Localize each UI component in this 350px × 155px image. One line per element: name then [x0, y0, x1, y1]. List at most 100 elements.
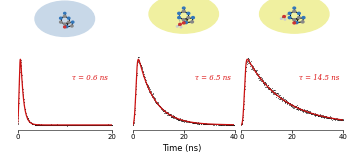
Point [229, 123, 234, 126]
Point [204, 122, 209, 125]
Point [143, 81, 148, 84]
Point [21, 98, 26, 101]
Point [151, 97, 156, 100]
Point [52, 124, 57, 126]
Point [274, 92, 280, 94]
Point [289, 103, 294, 105]
Point [280, 97, 285, 100]
Point [36, 124, 42, 126]
Point [160, 108, 165, 110]
Point [259, 77, 265, 79]
Point [215, 123, 221, 126]
Point [83, 124, 89, 126]
Point [164, 112, 170, 115]
Point [26, 119, 31, 122]
Point [314, 114, 320, 116]
Point [179, 119, 185, 122]
Point [30, 123, 36, 125]
Point [43, 124, 49, 126]
Circle shape [182, 10, 185, 12]
Point [23, 113, 29, 116]
Point [83, 124, 88, 126]
Point [249, 65, 255, 67]
Point [337, 118, 342, 120]
Point [37, 124, 42, 126]
Circle shape [302, 17, 305, 19]
Point [163, 111, 168, 114]
Point [79, 124, 85, 126]
Point [175, 118, 181, 121]
Point [177, 119, 182, 122]
Point [265, 84, 271, 86]
Point [193, 121, 198, 124]
Point [50, 124, 56, 126]
Point [298, 108, 303, 111]
Point [304, 110, 309, 113]
Point [231, 124, 237, 126]
Point [242, 79, 248, 82]
Point [61, 124, 66, 126]
Point [307, 111, 313, 114]
Point [260, 79, 265, 81]
Point [83, 124, 89, 126]
Point [180, 119, 186, 121]
Point [48, 124, 53, 126]
Point [292, 105, 298, 108]
Point [279, 97, 284, 99]
Point [188, 121, 194, 124]
Point [146, 90, 152, 92]
Point [312, 112, 317, 115]
Point [265, 84, 271, 86]
Point [66, 124, 72, 126]
Point [58, 124, 64, 126]
Point [310, 112, 315, 115]
Point [320, 114, 326, 117]
Point [158, 107, 164, 110]
Point [88, 124, 93, 126]
Point [133, 93, 139, 96]
Point [224, 124, 229, 126]
Point [260, 80, 266, 82]
Point [247, 65, 253, 67]
Point [300, 109, 306, 112]
Point [137, 62, 142, 64]
Point [168, 115, 174, 117]
Point [326, 116, 331, 119]
Point [16, 83, 22, 85]
Point [254, 74, 260, 76]
Point [243, 66, 249, 68]
Point [171, 115, 176, 118]
Point [44, 124, 50, 126]
Point [136, 61, 142, 64]
Point [81, 124, 86, 126]
Point [141, 75, 147, 77]
Point [192, 122, 198, 124]
Point [286, 103, 292, 106]
Point [220, 123, 225, 126]
Point [64, 124, 70, 126]
Point [171, 115, 177, 117]
Point [205, 122, 210, 125]
Point [57, 124, 62, 126]
Point [131, 122, 136, 124]
Point [258, 78, 264, 80]
Point [18, 59, 23, 62]
Point [93, 124, 98, 126]
Point [299, 109, 305, 111]
Point [340, 119, 345, 122]
Point [337, 119, 343, 121]
Point [222, 123, 228, 125]
Point [239, 122, 245, 124]
Point [285, 102, 291, 104]
Point [260, 80, 266, 82]
Point [97, 124, 102, 126]
Point [266, 88, 272, 91]
Point [55, 124, 61, 126]
Point [212, 123, 217, 126]
Point [19, 71, 24, 74]
Point [164, 111, 170, 113]
Point [275, 95, 281, 97]
Point [309, 113, 314, 115]
Point [295, 106, 301, 108]
Point [268, 88, 274, 91]
